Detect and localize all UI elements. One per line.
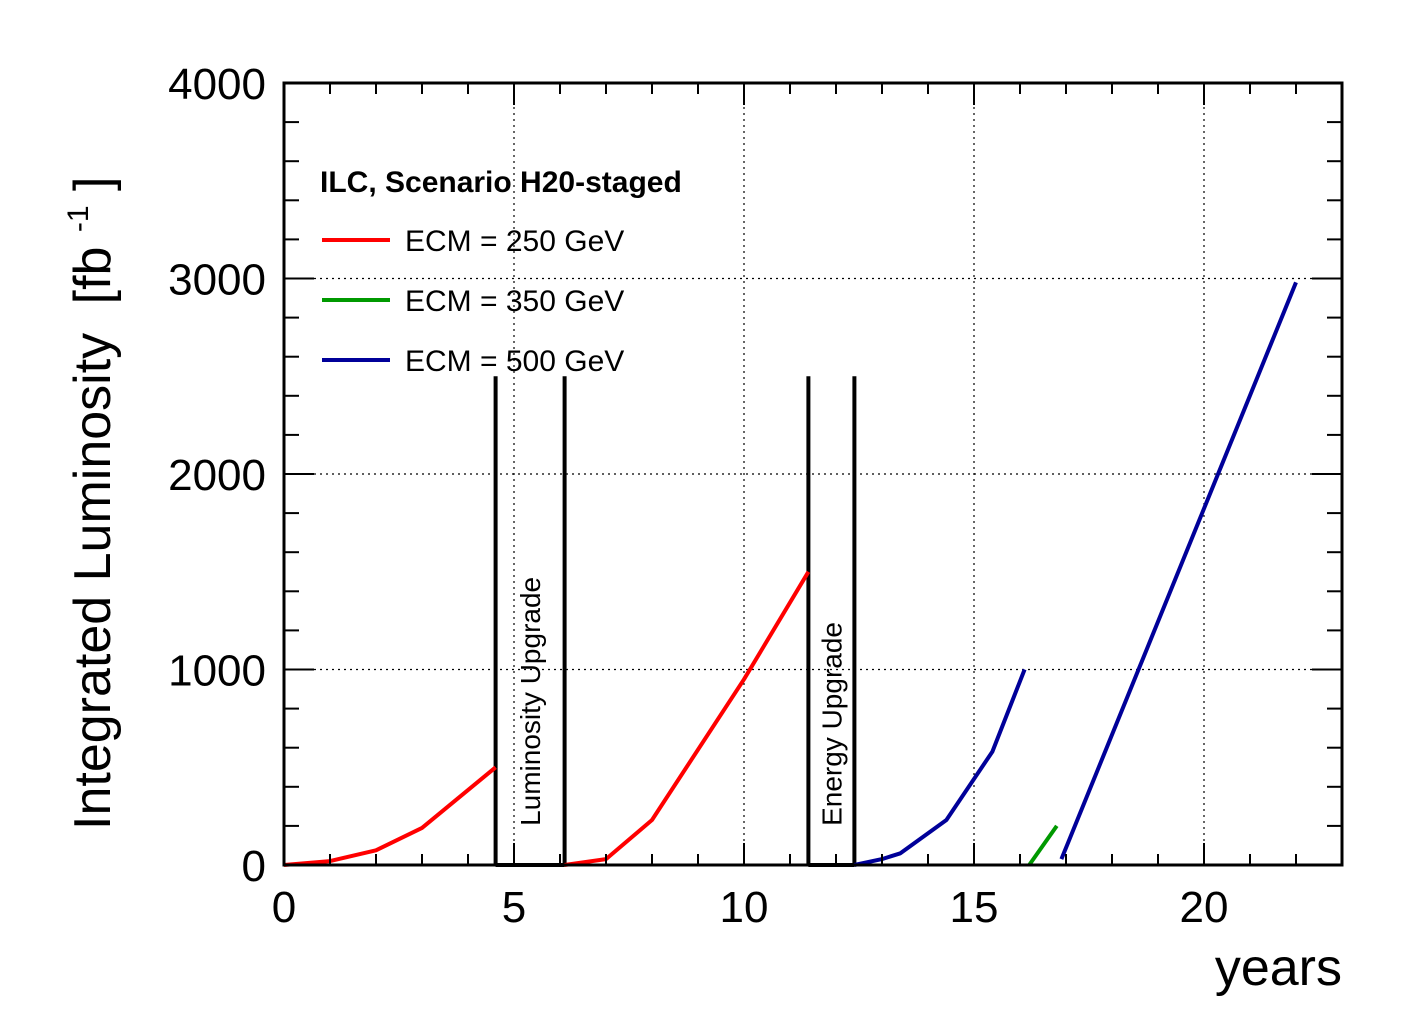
y-axis-label: Integrated Luminosity [fb -1 ] xyxy=(42,176,122,830)
legend-entry-label: ECM = 250 GeV xyxy=(405,225,624,258)
series-line xyxy=(564,570,811,867)
series-line xyxy=(1059,281,1298,860)
legend-entry-label: ECM = 350 GeV xyxy=(405,285,624,318)
tick-layer xyxy=(283,82,1343,866)
x-tick-label: 10 xyxy=(720,883,769,932)
label-layer: 0 5 10 15 20 0 1000 2000 3000 4000 xyxy=(168,60,1228,932)
y-axis-unit-close: ] xyxy=(64,176,122,190)
x-tick-label: 15 xyxy=(950,883,999,932)
series-line xyxy=(853,668,1027,867)
y-tick-label: 1000 xyxy=(168,647,266,696)
grid-layer xyxy=(284,83,1342,865)
y-tick-label: 2000 xyxy=(168,451,266,500)
x-tick-label: 20 xyxy=(1180,883,1229,932)
legend-entry-label: ECM = 500 GeV xyxy=(405,345,624,378)
series-line xyxy=(1027,824,1059,867)
legend-title: ILC, Scenario H20-staged xyxy=(320,166,682,199)
series-line xyxy=(283,765,497,867)
x-tick-label: 5 xyxy=(502,883,526,932)
series-layer xyxy=(283,281,1298,867)
x-axis-label: years xyxy=(1215,939,1342,997)
annotation-label: Luminosity Upgrade xyxy=(515,577,546,826)
x-tick-label: 0 xyxy=(272,883,296,932)
y-axis-unit-superscript: -1 xyxy=(62,205,95,232)
y-tick-label: 4000 xyxy=(168,60,266,109)
y-tick-label: 3000 xyxy=(168,256,266,305)
y-axis-title: Integrated Luminosity xyxy=(64,333,122,830)
y-tick-label: 0 xyxy=(242,842,266,891)
legend: ILC, Scenario H20-staged ECM = 250 GeV EC… xyxy=(320,166,682,378)
annotation-label: Energy Upgrade xyxy=(816,622,847,826)
annotation-layer: Luminosity Upgrade Energy Upgrade xyxy=(493,376,857,867)
y-axis-unit: [fb xyxy=(64,247,122,305)
